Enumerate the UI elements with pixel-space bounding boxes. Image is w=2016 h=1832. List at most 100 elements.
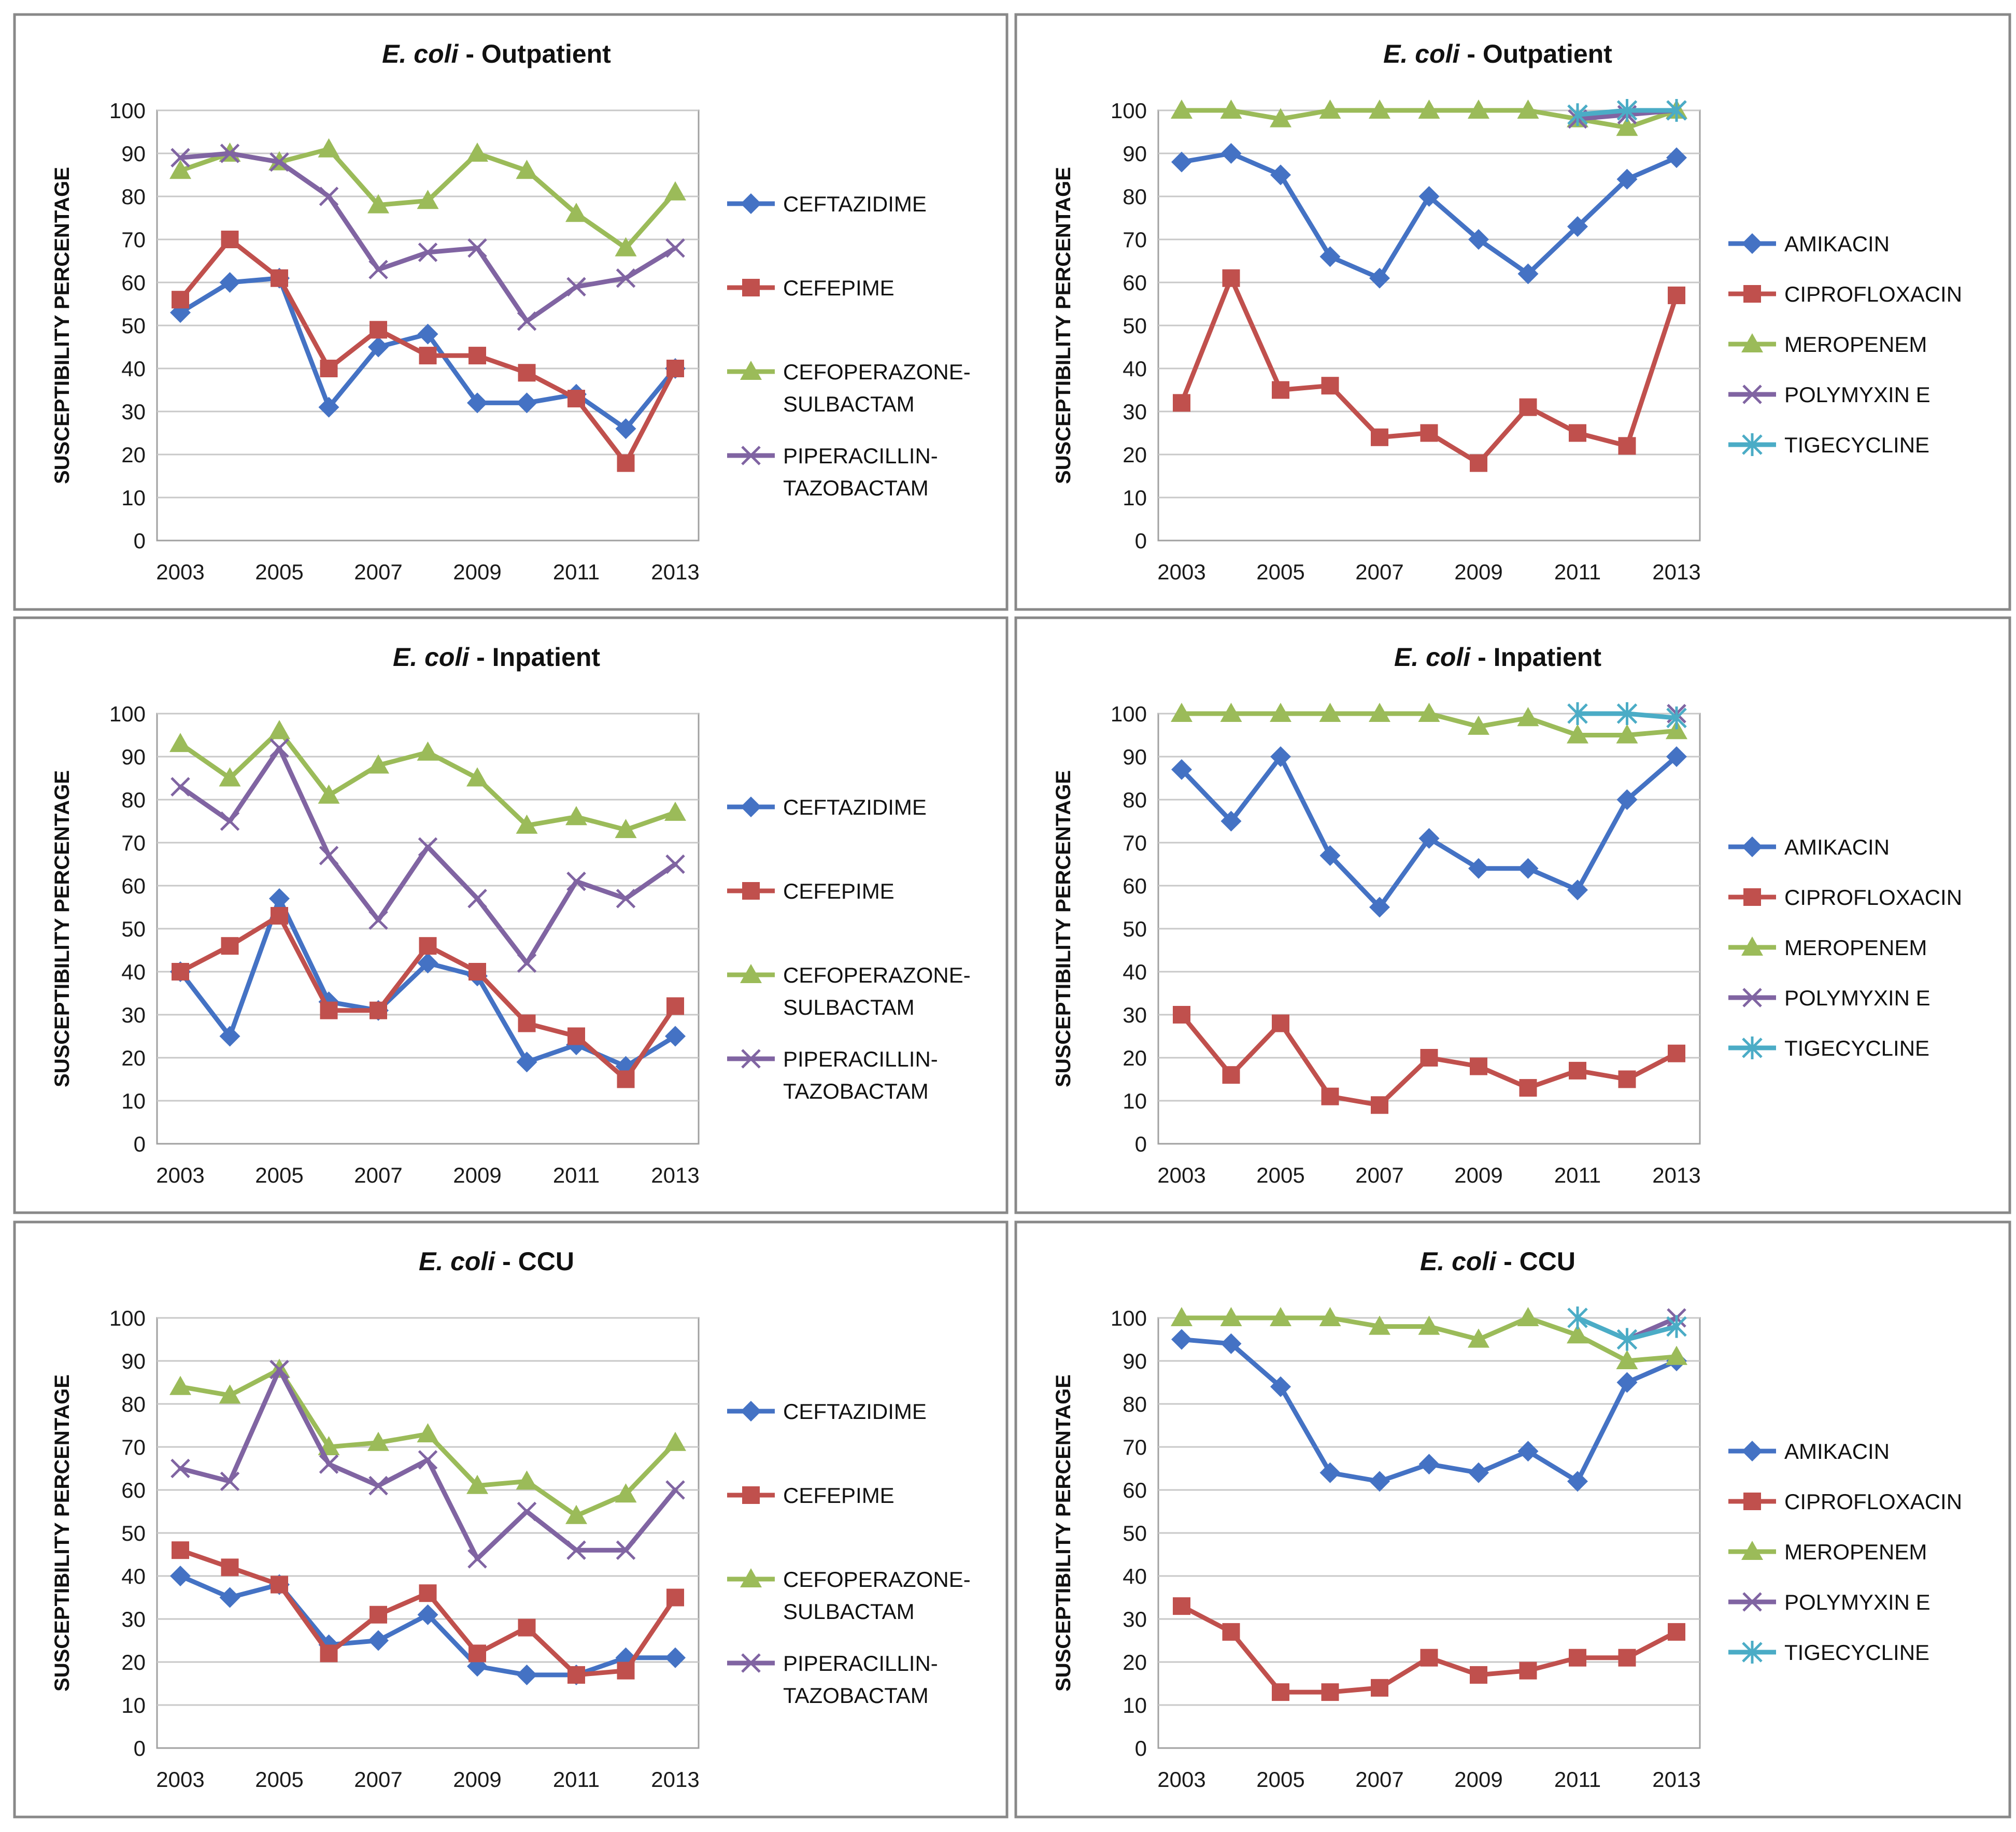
legend-marker [742, 279, 760, 296]
x-tick-label: 2007 [1355, 1767, 1403, 1792]
y-tick-label: 30 [1123, 400, 1147, 424]
legend-marker [1743, 285, 1761, 303]
y-tick-label: 100 [109, 702, 146, 726]
data-point [171, 1458, 190, 1479]
y-tick-label: 10 [121, 1693, 146, 1717]
data-point [1171, 759, 1192, 780]
legend-item: TIGECYCLINE [1728, 433, 1929, 457]
data-point [516, 160, 538, 179]
data-point [1418, 828, 1440, 849]
x-tick-label: 2003 [1157, 560, 1205, 584]
x-tick-label: 2005 [1256, 560, 1304, 584]
legend-label-line: MEROPENEM [1784, 1540, 1927, 1564]
legend-item: PIPERACILLIN- TAZOBACTAM [727, 1047, 938, 1103]
data-point [269, 738, 289, 758]
legend-label-line: AMIKACIN [1784, 232, 1890, 256]
data-point [1371, 428, 1388, 446]
data-point [219, 1026, 240, 1047]
data-point [219, 1587, 240, 1608]
data-point [271, 269, 288, 287]
series-tigecycline [1567, 1306, 1687, 1351]
y-tick-label: 40 [121, 960, 146, 984]
y-tick-label: 70 [121, 1435, 146, 1459]
data-point [1666, 706, 1687, 730]
data-point [1371, 1096, 1388, 1114]
data-point [1567, 1324, 1588, 1344]
chart-panel-3: E. coli - Inpatient 0 10 20 30 40 50 60 70 80 90 10… [1014, 616, 2011, 1214]
data-point [1369, 267, 1390, 289]
data-point [1468, 1462, 1489, 1483]
data-point [665, 854, 685, 874]
legend-marker [1743, 1493, 1761, 1510]
data-point [1616, 117, 1638, 136]
legend-label: CEFOPERAZONE- SULBACTAM [783, 963, 971, 1019]
legend-label: CEFTAZIDIME [783, 795, 927, 819]
legend-label-line: CEFTAZIDIME [783, 1399, 927, 1424]
data-point [1220, 143, 1242, 164]
data-point [664, 181, 686, 201]
legend-label-line: POLYMYXIN E [1784, 382, 1930, 407]
x-tick-label: 2013 [1652, 560, 1700, 584]
chart-title-setting: - Inpatient [469, 643, 600, 672]
data-point [219, 1384, 241, 1404]
legend-label-line: SULBACTAM [783, 995, 915, 1019]
legend-marker [742, 1486, 760, 1504]
data-point [172, 291, 189, 309]
y-tick-label: 50 [121, 1521, 146, 1545]
data-point [220, 144, 240, 163]
data-point [1420, 1049, 1438, 1067]
y-tick-label: 10 [1123, 1089, 1147, 1113]
data-point [318, 784, 340, 804]
legend-marker [740, 964, 762, 983]
data-point [616, 268, 636, 288]
legend-label: CEFEPIME [783, 1483, 895, 1508]
data-point [1420, 424, 1438, 442]
legend-label-line: SULBACTAM [783, 1599, 915, 1624]
y-tick-label: 80 [121, 184, 146, 209]
legend-item: CEFTAZIDIME [727, 1399, 927, 1424]
legend-marker [1742, 988, 1762, 1007]
legend-label-line: CEFEPIME [783, 879, 895, 903]
chart-title: E. coli - Inpatient [393, 643, 600, 672]
data-point [368, 336, 389, 358]
data-point [1220, 703, 1242, 722]
y-tick-label: 90 [1123, 141, 1147, 166]
legend-marker [1741, 333, 1763, 352]
legend-label: CEFTAZIDIME [783, 1399, 927, 1424]
y-tick-label: 30 [121, 400, 146, 424]
legend-label: AMIKACIN [1784, 1439, 1890, 1464]
legend-label-line: TAZOBACTAM [783, 1683, 929, 1708]
series-meropenem [1171, 703, 1687, 744]
data-point [417, 741, 439, 761]
data-point [1616, 1350, 1638, 1369]
data-point [367, 1431, 389, 1451]
x-tick-label: 2011 [1554, 1163, 1601, 1187]
legend-marker [1742, 433, 1763, 456]
legend-label: CEFTAZIDIME [783, 192, 927, 216]
data-point [1319, 246, 1341, 267]
y-tick-label: 70 [1123, 831, 1147, 855]
data-point [1618, 1070, 1636, 1088]
legend-marker [740, 1568, 762, 1587]
x-tick-label: 2007 [1355, 560, 1403, 584]
legend-item: POLYMYXIN E [1728, 1590, 1930, 1614]
legend-label: AMIKACIN [1784, 232, 1890, 256]
data-point [1618, 1649, 1636, 1667]
data-point [1468, 1328, 1489, 1348]
y-axis-title: SUSCEPTIBILITY PERCENTAGE [1052, 1374, 1075, 1692]
x-tick-label: 2003 [156, 1163, 204, 1187]
chart-title: E. coli - CCU [1420, 1247, 1575, 1276]
data-point [417, 190, 439, 209]
legend-item: AMIKACIN [1728, 835, 1890, 859]
y-tick-label: 100 [1111, 98, 1147, 123]
chart-title-organism: E. coli [1383, 39, 1460, 68]
data-point [367, 754, 389, 774]
legend-label-line: AMIKACIN [1784, 1439, 1890, 1464]
data-point [1470, 1057, 1487, 1075]
data-point [1418, 703, 1440, 722]
legend-label-line: CIPROFLOXACIN [1784, 282, 1962, 306]
x-tick-label: 2013 [1652, 1163, 1700, 1187]
data-point [1369, 1471, 1390, 1492]
y-tick-label: 60 [1123, 271, 1147, 295]
x-tick-label: 2005 [1256, 1163, 1304, 1187]
